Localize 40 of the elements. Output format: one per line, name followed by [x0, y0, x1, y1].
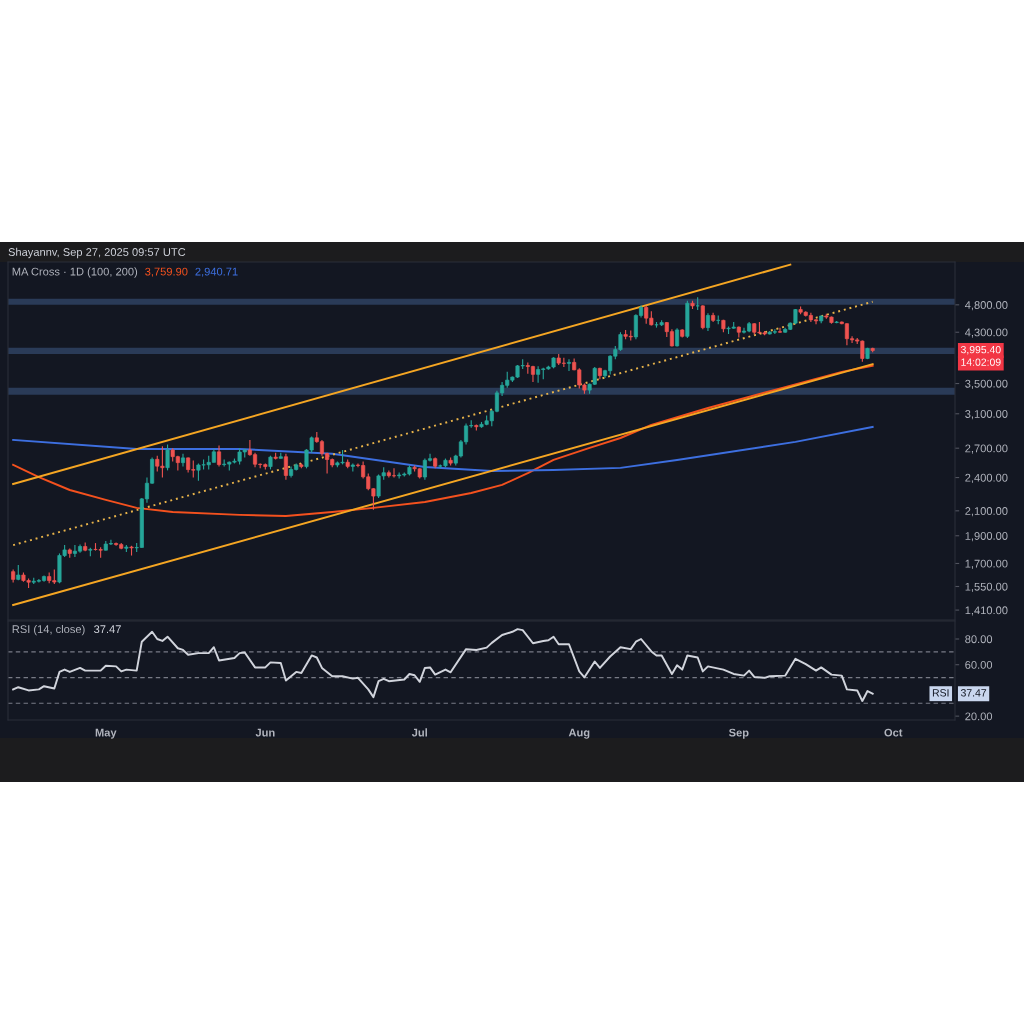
- text: 3,995.40: [960, 345, 1001, 355]
- y-tick-label: 1,550.00: [965, 582, 1008, 592]
- text: 14:02:09: [961, 358, 1001, 366]
- candlestick: [283, 453, 288, 481]
- chart-title: MA Cross · 1D (100, 200): [12, 267, 138, 278]
- x-tick-label: Jun: [255, 728, 275, 737]
- candlestick: [566, 358, 572, 372]
- x-tick-label: May: [95, 728, 117, 739]
- y-tick-label: 1,700.00: [965, 559, 1008, 569]
- candlestick: [777, 327, 783, 334]
- y-tick-label: 1,410.00: [965, 606, 1008, 616]
- annotation: 3,759.90: [145, 267, 188, 277]
- y-tick-label: 3,500.00: [965, 379, 1008, 389]
- x-tick-label: Aug: [568, 728, 590, 739]
- y-tick-label: 1,900.00: [965, 532, 1008, 542]
- chart-title: RSI (14, close): [12, 624, 85, 636]
- y-tick-label: 4,300.00: [964, 328, 1008, 338]
- candlestick: [165, 443, 170, 471]
- y-tick-label: 4,800.00: [964, 301, 1008, 311]
- y-tick-label: 2,400.00: [965, 473, 1008, 483]
- x-tick-label: Oct: [884, 728, 903, 737]
- y-tick-label: 3,100.00: [965, 410, 1008, 420]
- line-series: [12, 364, 874, 517]
- text: 37.47: [960, 689, 987, 697]
- y-tick-label: 80.00: [965, 635, 993, 644]
- annotation: 37.47: [94, 625, 121, 634]
- annotation: 2,940.71: [195, 267, 238, 277]
- x-tick-label: Jul: [411, 728, 427, 737]
- line-series: [12, 425, 874, 472]
- x-tick-label: Sep: [728, 728, 749, 739]
- candlestick: [700, 304, 705, 330]
- y-tick-label: 20.00: [965, 712, 993, 721]
- candlestick: [675, 327, 680, 348]
- y-tick-label: 60.00: [965, 660, 993, 669]
- annotation: RSI: [932, 689, 949, 697]
- candlestick: [216, 444, 222, 467]
- y-tick-label: 2,100.00: [965, 507, 1008, 517]
- text: Shayannv, Sep 27, 2025 09:57 UTC: [8, 247, 186, 259]
- y-tick-label: 2,700.00: [965, 444, 1008, 454]
- candlestick: [391, 467, 397, 479]
